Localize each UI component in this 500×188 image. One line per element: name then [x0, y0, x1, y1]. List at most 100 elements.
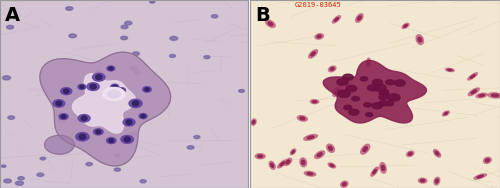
Ellipse shape — [418, 37, 422, 42]
Ellipse shape — [18, 177, 25, 180]
Ellipse shape — [16, 181, 24, 185]
Ellipse shape — [280, 162, 284, 166]
Ellipse shape — [360, 144, 370, 154]
Ellipse shape — [474, 174, 486, 179]
Ellipse shape — [344, 105, 352, 110]
Ellipse shape — [340, 181, 348, 187]
Ellipse shape — [468, 73, 477, 80]
Ellipse shape — [363, 147, 368, 152]
Ellipse shape — [256, 154, 265, 159]
Ellipse shape — [194, 136, 200, 139]
Ellipse shape — [352, 96, 360, 101]
Ellipse shape — [349, 109, 359, 115]
Ellipse shape — [286, 160, 290, 164]
Ellipse shape — [333, 86, 342, 96]
Ellipse shape — [444, 112, 448, 115]
Ellipse shape — [418, 178, 427, 183]
Ellipse shape — [114, 168, 120, 171]
Ellipse shape — [90, 84, 96, 89]
Ellipse shape — [4, 179, 12, 183]
Ellipse shape — [434, 177, 440, 185]
Ellipse shape — [96, 130, 100, 134]
Ellipse shape — [121, 135, 134, 143]
Ellipse shape — [53, 100, 65, 107]
Ellipse shape — [64, 89, 69, 93]
Ellipse shape — [330, 67, 334, 70]
Ellipse shape — [404, 25, 407, 27]
Ellipse shape — [364, 103, 371, 107]
Ellipse shape — [170, 55, 175, 57]
Ellipse shape — [78, 114, 90, 122]
Ellipse shape — [358, 16, 361, 20]
Ellipse shape — [58, 119, 65, 123]
Ellipse shape — [434, 149, 440, 157]
Ellipse shape — [252, 121, 255, 124]
Ellipse shape — [109, 139, 114, 142]
Ellipse shape — [308, 50, 318, 58]
Ellipse shape — [278, 160, 287, 168]
Ellipse shape — [335, 89, 339, 94]
Ellipse shape — [92, 73, 105, 81]
Ellipse shape — [110, 83, 118, 87]
Ellipse shape — [366, 113, 372, 117]
Ellipse shape — [332, 16, 340, 23]
Ellipse shape — [268, 22, 273, 26]
Ellipse shape — [317, 153, 322, 157]
Ellipse shape — [356, 14, 363, 22]
Ellipse shape — [442, 111, 450, 116]
Ellipse shape — [60, 88, 72, 95]
Ellipse shape — [380, 162, 386, 173]
Ellipse shape — [238, 89, 244, 92]
Ellipse shape — [300, 158, 306, 167]
Ellipse shape — [328, 163, 336, 168]
Text: G2019-03645: G2019-03645 — [295, 2, 342, 8]
Ellipse shape — [300, 117, 305, 120]
Ellipse shape — [56, 101, 62, 106]
Polygon shape — [72, 74, 136, 133]
Ellipse shape — [170, 36, 177, 40]
Ellipse shape — [388, 94, 400, 101]
Ellipse shape — [106, 138, 116, 144]
Ellipse shape — [484, 157, 492, 163]
Ellipse shape — [284, 158, 292, 165]
Ellipse shape — [470, 75, 475, 78]
Ellipse shape — [118, 88, 126, 93]
Ellipse shape — [120, 36, 128, 40]
Ellipse shape — [126, 120, 132, 124]
Ellipse shape — [346, 85, 356, 92]
Ellipse shape — [132, 101, 139, 106]
Ellipse shape — [124, 21, 132, 25]
Ellipse shape — [96, 75, 102, 80]
Ellipse shape — [69, 34, 76, 38]
Polygon shape — [40, 52, 170, 166]
Ellipse shape — [382, 165, 384, 171]
Ellipse shape — [374, 84, 386, 91]
Ellipse shape — [108, 90, 120, 98]
Ellipse shape — [80, 85, 84, 88]
Ellipse shape — [328, 66, 336, 72]
Ellipse shape — [394, 80, 406, 86]
Ellipse shape — [307, 136, 314, 139]
Ellipse shape — [114, 154, 120, 157]
Ellipse shape — [372, 103, 382, 109]
Ellipse shape — [66, 7, 73, 10]
Ellipse shape — [251, 119, 256, 125]
Ellipse shape — [86, 162, 92, 166]
Ellipse shape — [315, 34, 324, 39]
Ellipse shape — [448, 69, 452, 71]
Ellipse shape — [446, 68, 454, 72]
Ellipse shape — [307, 173, 313, 175]
Ellipse shape — [270, 163, 274, 167]
Ellipse shape — [130, 66, 138, 70]
Ellipse shape — [371, 167, 378, 176]
Ellipse shape — [78, 84, 86, 89]
Text: A: A — [5, 6, 20, 25]
Ellipse shape — [479, 94, 484, 97]
Ellipse shape — [343, 74, 353, 80]
Ellipse shape — [436, 179, 438, 183]
Ellipse shape — [120, 89, 124, 92]
Ellipse shape — [112, 85, 116, 88]
Ellipse shape — [380, 91, 389, 96]
Ellipse shape — [302, 160, 305, 164]
Ellipse shape — [328, 146, 332, 150]
